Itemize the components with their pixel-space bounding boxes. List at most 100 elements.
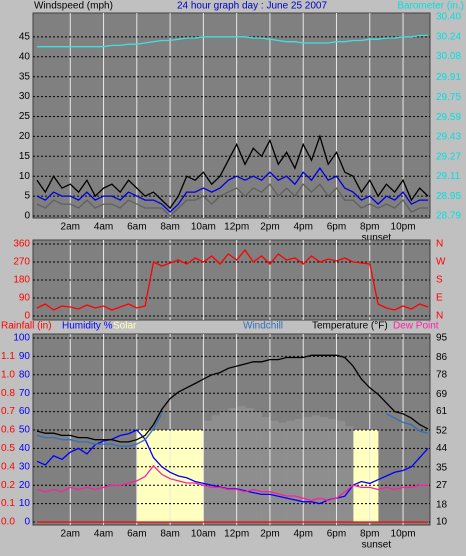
x-tick-label: 8am (160, 222, 179, 233)
y3-tick-label: 0.6 (1, 425, 15, 436)
y2-tick-label: S (436, 275, 443, 286)
y-tick-label: 100 (13, 333, 30, 344)
series-line (36, 354, 429, 443)
area-bar (261, 417, 271, 522)
y-tick-label: 0 (24, 211, 30, 222)
x-tick-label: 10pm (391, 529, 416, 540)
y2-tick-label: 29.43 (436, 132, 461, 143)
y3-tick-label: 0.4 (1, 461, 15, 472)
y2-tick-label: 78 (436, 369, 448, 380)
y-tick-label: 80 (19, 369, 31, 380)
x-tick-label: 4am (94, 529, 113, 540)
y-tick-label: 0 (24, 311, 30, 322)
area-bar (361, 430, 371, 522)
y2-tick-label: 10 (436, 517, 448, 528)
x-tick-label: 4am (94, 222, 113, 233)
y2-tick-label: 52 (436, 426, 448, 437)
y-tick-label: 15 (19, 151, 31, 162)
x-tick-label: 10am (191, 222, 216, 233)
y-tick-label: 360 (13, 239, 30, 250)
y2-tick-label: 28.95 (436, 191, 461, 202)
y2-tick-label: 29.11 (436, 171, 461, 182)
area-bar (195, 430, 204, 522)
y2-tick-label: 29.75 (436, 92, 461, 103)
y2-tick-label: 28.79 (436, 211, 461, 222)
y-tick-label: 5 (24, 191, 30, 202)
series-line (36, 413, 163, 447)
x-tick-label: 2am (61, 529, 80, 540)
area-bar (286, 420, 296, 522)
y2-tick-label: 69 (436, 389, 448, 400)
y-tick-label: 20 (19, 131, 31, 142)
legend-label: Humidity % (62, 321, 113, 332)
y-tick-label: 10 (19, 171, 31, 182)
y-tick-label: 20 (19, 480, 31, 491)
y-tick-label: 270 (13, 257, 30, 268)
x-tick-label: 8pm (360, 222, 379, 233)
y-tick-label: 60 (19, 406, 31, 417)
y-tick-label: 40 (19, 443, 31, 454)
y2-tick-label: 61 (436, 406, 448, 417)
y3-tick-label: 0.0 (1, 517, 15, 528)
y2-axis-title: Barometer (in.) (397, 1, 464, 12)
series-line (37, 34, 428, 48)
y2-tick-label: 95 (436, 333, 448, 344)
y-tick-label: 25 (19, 111, 31, 122)
y2-tick-label: E (436, 293, 443, 304)
y2-tick-label: N (436, 311, 443, 322)
legend-label: Windchill (243, 321, 283, 332)
y-tick-label: 180 (13, 275, 30, 286)
y2-tick-label: 86 (436, 352, 448, 363)
x-tick-label: 6pm (327, 529, 346, 540)
y-tick-label: 90 (19, 351, 31, 362)
y3-tick-label: 0.8 (1, 388, 15, 399)
area-bar (303, 417, 312, 522)
y2-tick-label: 18 (436, 499, 448, 510)
x-tick-label: 6pm (327, 222, 346, 233)
y2-tick-label: N (436, 239, 443, 250)
area-bar (211, 415, 221, 522)
area-bar (319, 417, 329, 522)
legend-label: Temperature (°F) (312, 321, 388, 332)
area-bar (228, 407, 237, 522)
area-bar (220, 411, 229, 522)
series-line (36, 248, 429, 311)
chart-title: 24 hour graph day : June 25 2007 (177, 1, 328, 12)
annotation: sunset (362, 233, 392, 244)
area-bar (369, 430, 379, 522)
area-bar (178, 430, 188, 522)
x-tick-label: 12pm (224, 529, 249, 540)
y-tick-label: 90 (19, 293, 31, 304)
y-tick-label: 45 (19, 32, 31, 43)
area-bar (153, 430, 163, 522)
y2-tick-label: 44 (436, 443, 448, 454)
area-bar (353, 430, 362, 522)
y2-tick-label: 30.08 (436, 51, 461, 62)
series-line (36, 183, 428, 217)
annotation: sunset (362, 540, 392, 551)
area-bar (269, 420, 279, 522)
x-tick-label: 2pm (260, 222, 279, 233)
legend-label: Solar (113, 321, 137, 332)
area-bar (311, 415, 321, 522)
area-bar (170, 430, 179, 522)
x-tick-label: 8am (160, 529, 179, 540)
x-tick-label: 2am (61, 222, 80, 233)
area-bar (186, 430, 196, 522)
x-tick-label: 4pm (293, 222, 312, 233)
y-tick-label: 30 (19, 91, 31, 102)
y2-tick-label: 30.24 (436, 31, 461, 42)
y-tick-label: 10 (19, 498, 31, 509)
y2-tick-label: 30.40 (436, 12, 461, 23)
series-line (386, 413, 429, 434)
x-tick-label: 10am (191, 529, 216, 540)
area-bar (136, 430, 146, 522)
y3-tick-label: 0.7 (1, 406, 15, 417)
y-axis-title: Windspeed (mph) (34, 1, 113, 12)
y2-tick-label: 29.27 (436, 151, 461, 162)
legend-label: Dew Point (393, 321, 439, 332)
y-tick-label: 50 (19, 425, 31, 436)
y-tick-label: 0 (24, 517, 30, 528)
x-tick-label: 6am (127, 529, 146, 540)
